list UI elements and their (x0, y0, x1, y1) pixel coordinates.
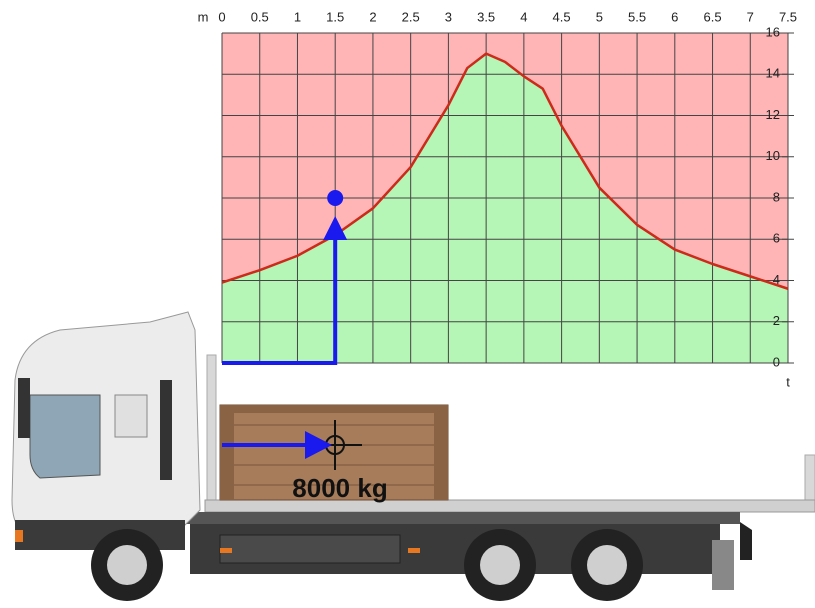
y-tick-label: 6 (773, 231, 780, 246)
x-tick-label: 5 (596, 9, 603, 24)
cog-arrow-head (305, 431, 332, 459)
x-tick-label: 0 (218, 9, 225, 24)
x-axis-label: m (198, 9, 209, 24)
x-tick-label: 4.5 (553, 9, 571, 24)
y-tick-label: 10 (766, 148, 780, 163)
x-tick-label: 7.5 (779, 9, 797, 24)
y-tick-label: 4 (773, 272, 780, 287)
y-tick-label: 0 (773, 354, 780, 369)
y-tick-label: 14 (766, 66, 780, 81)
x-tick-label: 4 (520, 9, 527, 24)
x-tick-label: 3 (445, 9, 452, 24)
x-tick-label: 3.5 (477, 9, 495, 24)
x-tick-label: 5.5 (628, 9, 646, 24)
x-tick-label: 6 (671, 9, 678, 24)
truck (11, 311, 815, 601)
x-tick-label: 0.5 (251, 9, 269, 24)
x-tick-label: 1.5 (326, 9, 344, 24)
y-tick-label: 2 (773, 313, 780, 328)
area-fill (222, 53, 788, 363)
arrow-head (323, 216, 348, 240)
x-tick-label: 7 (747, 9, 754, 24)
load-arrow (222, 226, 338, 365)
x-tick-label: 2 (369, 9, 376, 24)
x-tick-label: 6.5 (703, 9, 721, 24)
x-tick-label: 1 (294, 9, 301, 24)
annotation: 8000 kg (292, 473, 387, 503)
load-point (327, 190, 344, 206)
y-axis-label: t (786, 374, 790, 389)
y-tick-label: 12 (766, 107, 780, 122)
x-tick-label: 2.5 (402, 9, 420, 24)
y-tick-label: 8 (773, 189, 780, 204)
y-tick-label: 16 (766, 24, 780, 39)
